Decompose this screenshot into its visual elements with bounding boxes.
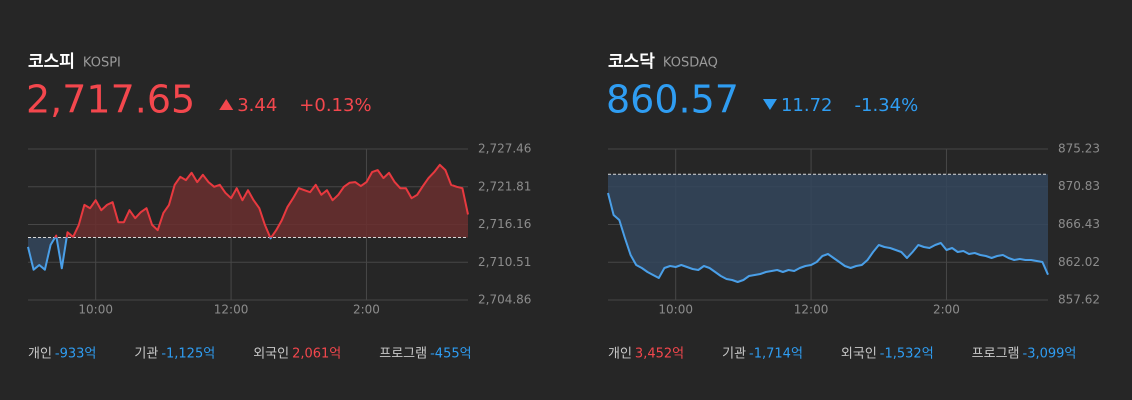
direction-arrow [762, 99, 777, 110]
y-tick-label: 2,727.46 [478, 142, 531, 156]
x-tick-label: 10:00 [78, 303, 113, 317]
y-tick-label: 866.43 [1058, 217, 1100, 231]
y-tick-label: 857.62 [1058, 293, 1100, 307]
y-tick-label: 2,716.16 [478, 217, 531, 231]
x-tick-label: 2:00 [353, 303, 380, 317]
area [608, 174, 1048, 282]
y-tick-label: 875.23 [1058, 142, 1100, 156]
investor-value: -1,714억 [749, 347, 803, 362]
change: 11.72 [781, 95, 833, 116]
investor-label: 개인 [28, 347, 52, 362]
x-tick-label: 12:00 [214, 303, 249, 317]
investor-label: 외국인 [841, 347, 877, 362]
investor-label: 프로그램 [379, 347, 427, 362]
x-tick-label: 2:00 [933, 303, 960, 317]
investor-value: -1,125억 [161, 347, 215, 362]
investor-label: 개인 [608, 347, 632, 362]
change-pct: -1.34% [855, 95, 919, 116]
area [28, 164, 468, 270]
investor-label: 프로그램 [972, 347, 1020, 362]
investor-label: 기관 [134, 347, 158, 362]
market-title: 코스닥 [608, 52, 655, 72]
investor-value: -1,532억 [880, 347, 934, 362]
price-line [607, 192, 1049, 283]
investor-value: 3,452억 [635, 347, 684, 362]
y-tick-label: 870.83 [1058, 179, 1100, 193]
y-tick-label: 862.02 [1058, 255, 1100, 269]
y-tick-label: 2,704.86 [478, 293, 531, 307]
investor-value: -933억 [55, 347, 96, 362]
change-pct: +0.13% [299, 95, 371, 116]
y-tick-label: 2,710.51 [478, 255, 531, 269]
investor-label: 기관 [722, 347, 746, 362]
price: 2,717.65 [26, 78, 195, 122]
investor-label: 외국인 [253, 347, 289, 362]
y-tick-label: 2,721.81 [478, 179, 531, 193]
price-line [27, 163, 469, 271]
x-tick-label: 12:00 [794, 303, 829, 317]
market-subtitle: KOSDAQ [663, 56, 718, 71]
investor-value: 2,061억 [292, 347, 341, 362]
direction-arrow [219, 99, 234, 110]
price: 860.57 [606, 78, 739, 122]
x-tick-label: 10:00 [658, 303, 693, 317]
investor-value: -3,099억 [1023, 347, 1077, 362]
change: 3.44 [237, 95, 277, 116]
market-subtitle: KOSPI [83, 56, 121, 71]
investor-value: -455억 [430, 347, 471, 362]
market-title: 코스피 [28, 52, 75, 72]
